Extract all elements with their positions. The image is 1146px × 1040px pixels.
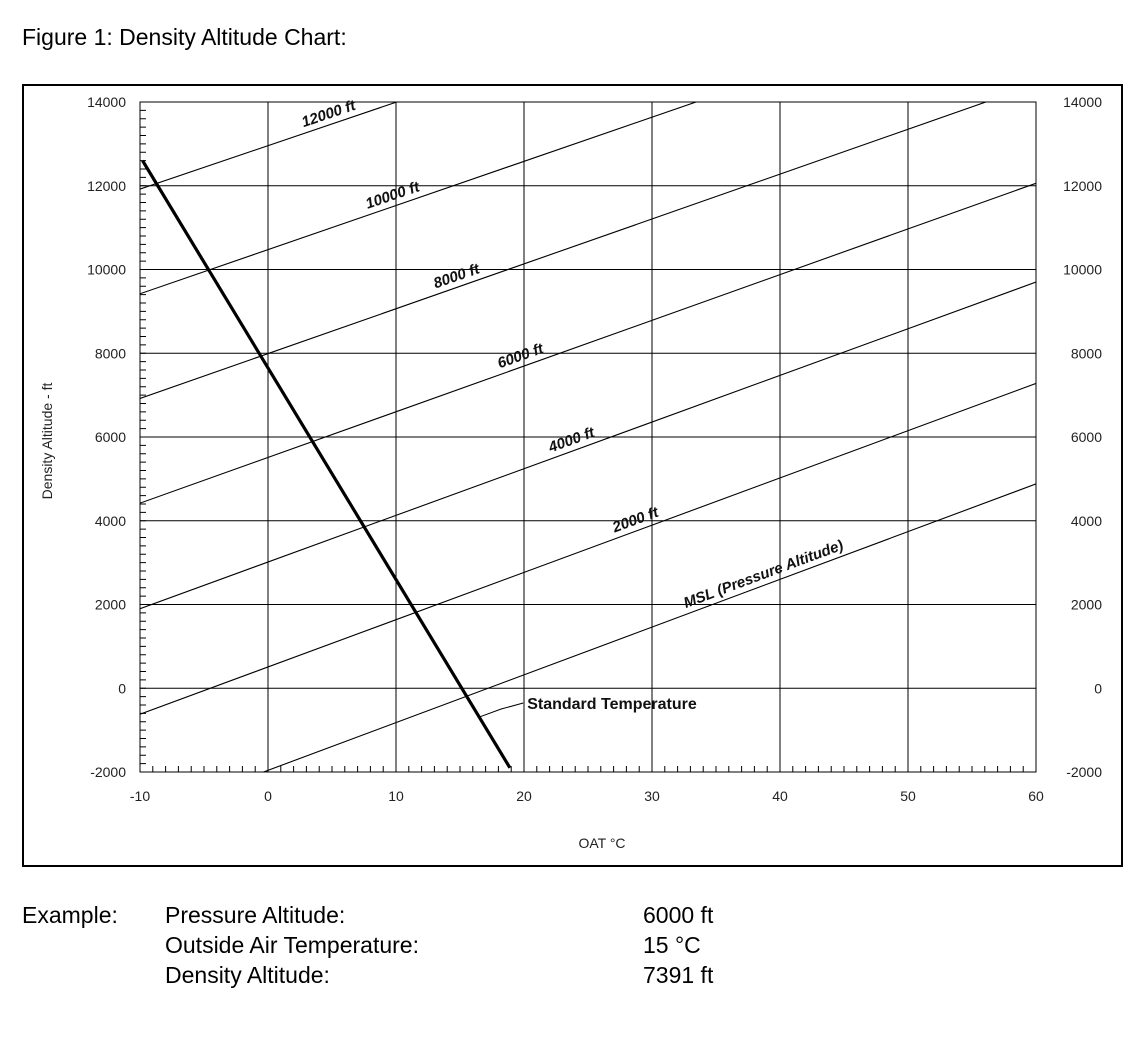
y-tick-label-right: 2000	[1071, 597, 1102, 613]
y-tick-label-right: 10000	[1063, 262, 1102, 278]
x-axis-title: OAT °C	[578, 835, 625, 851]
example-key: Outside Air Temperature:	[165, 932, 419, 958]
example-row-pressure-altitude: Pressure Altitude: 6000 ft	[165, 900, 765, 930]
y-tick-label-right: 14000	[1063, 94, 1102, 110]
example-key: Density Altitude:	[165, 962, 330, 988]
x-tick-label: 40	[772, 788, 788, 804]
y-tick-label-right: 8000	[1071, 345, 1102, 361]
example-value: 7391 ft	[643, 962, 714, 988]
pressure-altitude-line	[140, 182, 1036, 504]
y-tick-label: 4000	[95, 513, 126, 529]
y-tick-label: 2000	[95, 597, 126, 613]
y-tick-label-right: 4000	[1071, 513, 1102, 529]
y-tick-label: 0	[118, 680, 126, 696]
axis-layer: -10 0 10 20 30 40 50 60 -2000 -2000 0 0 2000 2000 4000…	[39, 94, 1102, 851]
y-tick-label: 6000	[95, 429, 126, 445]
annotation-leader-line	[479, 702, 524, 718]
x-tick-label: 60	[1028, 788, 1044, 804]
curve-label: 10000 ft	[363, 178, 422, 213]
y-tick-label-right: 6000	[1071, 429, 1102, 445]
x-tick-label: -10	[130, 788, 150, 804]
pressure-altitude-line	[140, 281, 1036, 610]
y-tick-label-right: 0	[1094, 680, 1102, 696]
y-tick-label: -2000	[90, 764, 126, 780]
y-tick-label: 12000	[87, 178, 126, 194]
example-value: 6000 ft	[643, 902, 714, 928]
y-tick-label: 8000	[95, 345, 126, 361]
example-label: Example:	[22, 902, 118, 928]
x-tick-label: 20	[516, 788, 532, 804]
y-tick-label-right: -2000	[1066, 764, 1102, 780]
y-tick-label-right: 12000	[1063, 178, 1102, 194]
pressure-altitude-line	[140, 382, 1036, 715]
standard-temperature-line	[141, 159, 512, 769]
example-key: Pressure Altitude:	[165, 902, 346, 928]
y-tick-label: 14000	[87, 94, 126, 110]
curve-label: MSL (Pressure Altitude)	[681, 537, 845, 612]
x-tick-label: 10	[388, 788, 404, 804]
pressure-altitude-line	[140, 102, 988, 399]
x-tick-label: 0	[264, 788, 272, 804]
x-tick-label: 50	[900, 788, 916, 804]
standard-temperature-label: Standard Temperature	[527, 696, 697, 713]
density-altitude-chart: -10 0 10 20 30 40 50 60 -2000 -2000 0 0 2000 2000 4000…	[39, 94, 1102, 851]
example-row-density-altitude: Density Altitude: 7391 ft	[165, 960, 765, 990]
pressure-altitude-line	[140, 102, 399, 190]
pressure-altitude-line	[261, 483, 1036, 772]
example-value: 15 °C	[643, 932, 701, 958]
pressure-altitude-line	[140, 102, 698, 295]
series-layer	[140, 102, 1036, 772]
chart-frame: -10 0 10 20 30 40 50 60 -2000 -2000 0 0 2000 2000 4000…	[22, 84, 1123, 867]
example-row-outside-air-temperature: Outside Air Temperature: 15 °C	[165, 930, 765, 960]
y-axis-title: Density Altitude - ft	[39, 383, 55, 500]
figure-title: Figure 1: Density Altitude Chart:	[22, 24, 347, 50]
y-tick-label: 10000	[87, 262, 126, 278]
x-tick-label: 30	[644, 788, 660, 804]
